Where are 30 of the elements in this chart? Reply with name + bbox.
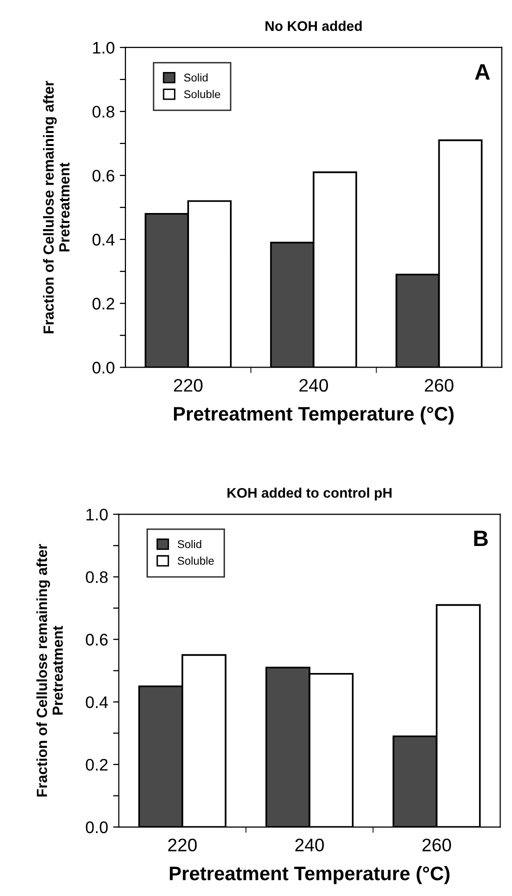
y-tick-label: 0.6 <box>92 170 114 182</box>
chart-title: No KOH added <box>266 20 362 31</box>
y-tick-label: 0.4 <box>86 696 108 708</box>
x-tick-label: 260 <box>422 838 452 852</box>
y-tick-label: 1.0 <box>93 42 114 54</box>
x-tick-label: 240 <box>299 378 328 392</box>
x-tick-label: 220 <box>174 378 203 392</box>
y-tick-label: 0.8 <box>92 106 114 118</box>
y-axis-title: Fraction of Cellulose remaining after Pretreatment <box>43 80 70 334</box>
y-tick-label: 0.4 <box>92 234 115 246</box>
y-tick-label: 0.0 <box>86 821 108 834</box>
annotation: A <box>474 64 490 80</box>
x-tick-label: 240 <box>295 838 324 852</box>
legend-label: Solid <box>178 540 202 548</box>
legend-label: Soluble <box>178 556 214 565</box>
y-tick-label: 0.8 <box>86 571 108 584</box>
y-tick-label: 0.2 <box>86 758 108 771</box>
legend-label: Soluble <box>184 90 220 98</box>
x-axis-title: Pretreatment Temperature (°C) <box>174 406 454 425</box>
y-tick-label: 0.6 <box>86 634 108 646</box>
annotation: B <box>474 530 488 546</box>
legend-label: Solid <box>184 73 208 82</box>
chart-title: KOH added to control pH <box>227 488 392 501</box>
x-axis-title: Pretreatment Temperature (°C) <box>170 866 450 884</box>
x-tick-label: 220 <box>168 838 197 852</box>
y-tick-label: 0.2 <box>92 298 114 310</box>
y-axis-title: Fraction of Cellulose remaining after Pretreatment <box>36 544 63 796</box>
y-tick-label: 1.0 <box>86 508 108 521</box>
x-tick-label: 260 <box>424 378 454 392</box>
y-tick-label: 0.0 <box>92 362 114 374</box>
